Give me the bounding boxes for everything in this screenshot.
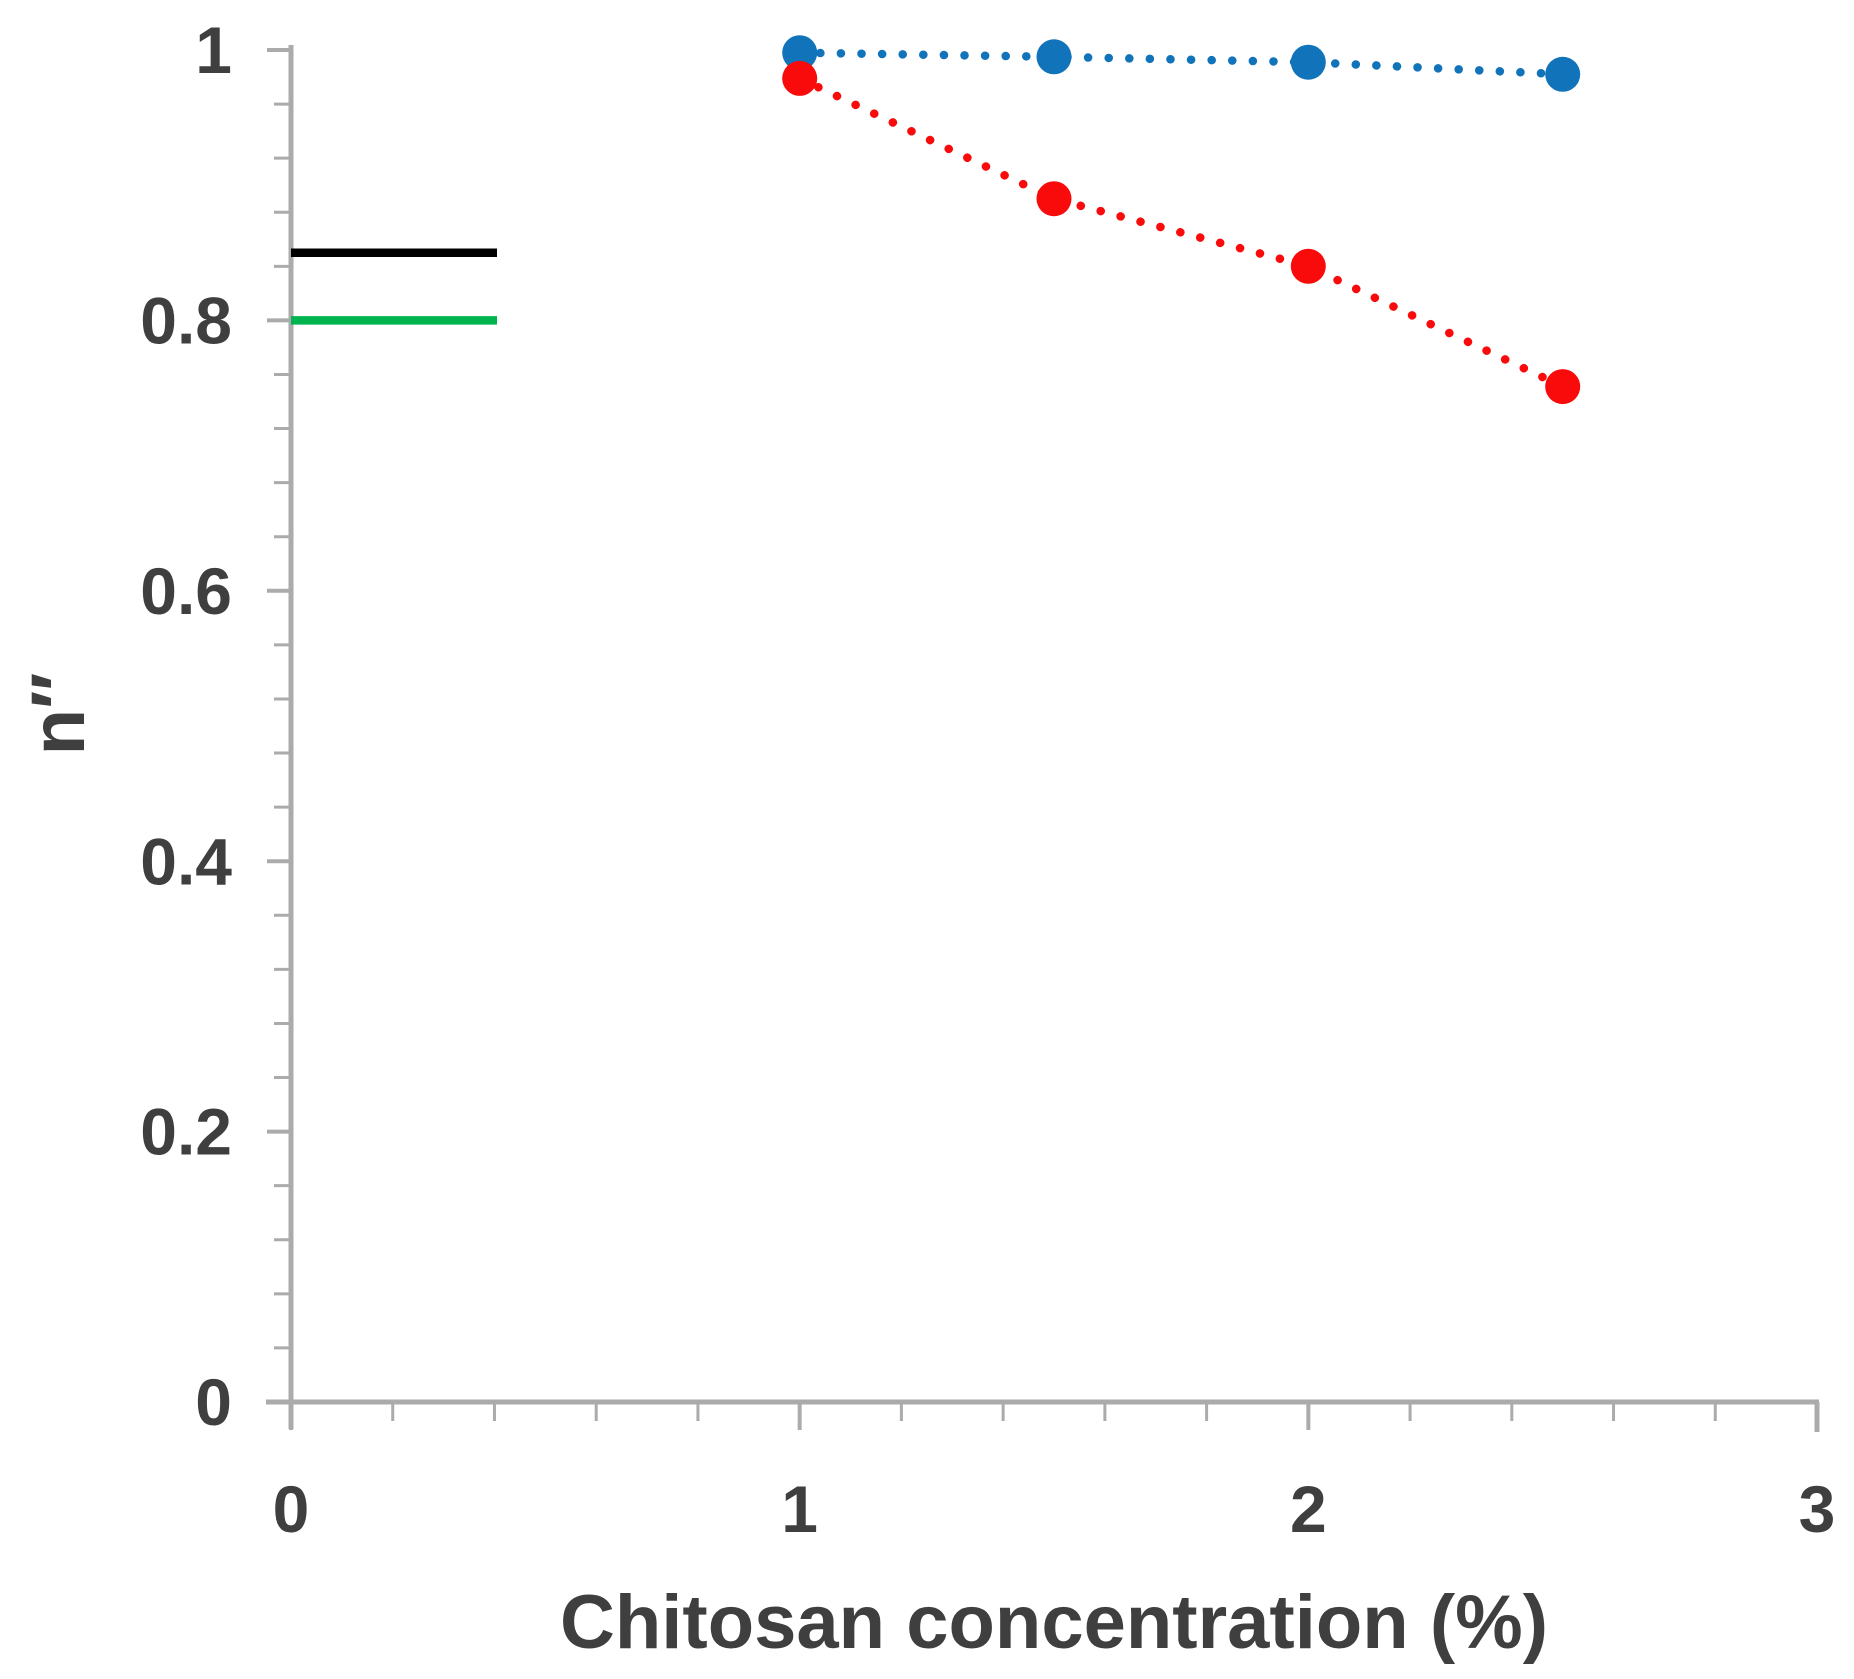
- y-axis-title: n″: [16, 673, 101, 756]
- y-tick-label: 0: [195, 1365, 232, 1439]
- x-tick-label: 1: [781, 1472, 818, 1546]
- x-tick-label: 3: [1799, 1472, 1836, 1546]
- blue-series-data-point: [782, 35, 818, 71]
- red-series-data-point: [1545, 369, 1581, 405]
- red-series-data-point: [1036, 181, 1072, 217]
- x-tick-label: 2: [1290, 1472, 1327, 1546]
- red-series-dotted-trendline: [795, 74, 1567, 391]
- blue-series-data-point: [1545, 56, 1581, 92]
- blue-series-data-point: [1290, 44, 1326, 80]
- y-axis: 0 0.2 0.4 0.6 0.8 1: [140, 13, 294, 1439]
- red-series-data-point: [782, 60, 818, 96]
- y-tick-label: 0.6: [140, 554, 232, 628]
- y-tick-label: 1: [195, 13, 232, 87]
- y-tick-label: 0.8: [140, 284, 232, 358]
- y-tick-label: 0.4: [140, 824, 232, 898]
- y-tick-label: 0.2: [140, 1095, 232, 1169]
- red-series-data-point: [1290, 248, 1326, 284]
- blue-series: [782, 35, 1581, 92]
- x-tick-label: 0: [273, 1472, 310, 1546]
- red-series: [782, 60, 1581, 405]
- reference-lines: [291, 248, 498, 325]
- x-axis: 0 1 2 3: [266, 1399, 1836, 1546]
- x-axis-title: Chitosan concentration (%): [560, 1580, 1548, 1665]
- blue-series-data-point: [1036, 39, 1072, 75]
- blue-series-dotted-trendline: [795, 48, 1567, 79]
